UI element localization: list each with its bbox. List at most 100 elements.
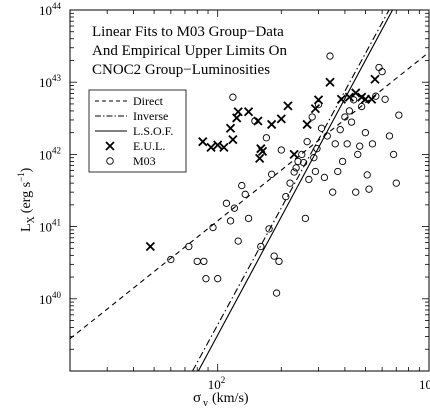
plot-frame	[69, 9, 430, 372]
data-point-m03	[395, 111, 403, 119]
data-point-m03	[329, 188, 337, 196]
y-axis-label-symbol: L	[19, 223, 34, 232]
data-point-m03	[323, 132, 331, 140]
legend-swatch-m03	[106, 157, 114, 165]
data-points	[145, 52, 403, 297]
data-point-m03	[354, 150, 362, 159]
data-point-m03	[257, 242, 265, 251]
data-point-m03	[320, 173, 329, 182]
data-point-eul	[228, 135, 238, 145]
title-line-2: And Empirical Upper Limits On	[92, 43, 287, 59]
y-axis-label-exponent: −1	[16, 172, 26, 182]
data-point-m03	[317, 124, 326, 132]
data-point-m03	[272, 289, 281, 297]
x-axis-label: σ v (km/s)	[193, 390, 249, 409]
data-point-m03	[357, 102, 366, 111]
data-point-eul	[276, 114, 286, 124]
fit-line-inverse	[192, 10, 390, 371]
title-line-1: Linear Fits to M03 Group−Data	[92, 24, 284, 40]
data-point-eul	[370, 74, 380, 84]
data-point-m03	[352, 188, 360, 196]
data-point-m03	[363, 171, 371, 179]
data-point-m03	[202, 275, 210, 283]
data-point-m03	[234, 237, 242, 245]
data-point-m03	[385, 132, 394, 140]
svg-text:LX(erg s−1): LX (erg s−1)	[16, 167, 37, 232]
data-point-eul	[198, 137, 208, 147]
legend: Direct Inverse L.S.O.F. E.U.L. M03	[88, 89, 187, 173]
data-point-m03	[392, 179, 400, 187]
y-tick-label: 1042	[39, 145, 61, 162]
data-point-eul	[213, 140, 223, 150]
data-point-eul	[302, 119, 312, 130]
data-point-m03	[338, 157, 347, 166]
title-line-3: CNOC2 Group−Luminosities	[92, 62, 270, 78]
data-point-eul	[344, 92, 355, 102]
data-point-m03	[185, 242, 193, 251]
data-point-m03	[356, 142, 364, 150]
data-point-m03	[290, 168, 298, 176]
data-point-m03	[277, 146, 285, 154]
axis-ticks: 102 103 1040 1041 1042 1043 1044	[39, 1, 430, 392]
data-point-m03	[193, 257, 201, 266]
data-point-eul	[310, 104, 321, 114]
data-point-eul	[225, 123, 236, 133]
legend-label-inverse: Inverse	[133, 109, 168, 123]
data-point-m03	[365, 185, 373, 193]
data-point-m03	[350, 96, 358, 104]
data-point-m03	[313, 145, 321, 153]
data-point-m03	[286, 179, 294, 187]
data-point-eul	[145, 241, 155, 252]
y-axis-label: LX (erg s−1)	[16, 167, 37, 232]
chart-title: Linear Fits to M03 Group−Data And Empiri…	[92, 24, 287, 78]
data-point-eul	[266, 119, 277, 130]
data-point-m03	[347, 118, 356, 126]
data-point-m03	[308, 113, 316, 121]
legend-label-direct: Direct	[133, 94, 164, 108]
data-point-eul	[325, 77, 335, 87]
legend-label-eul: E.U.L.	[133, 139, 165, 153]
data-point-m03	[368, 140, 377, 148]
data-point-m03	[214, 275, 222, 283]
data-point-m03	[251, 117, 259, 125]
data-point-m03	[238, 181, 246, 190]
data-point-m03	[226, 217, 235, 225]
y-axis-label-close: )	[19, 167, 34, 172]
data-point-eul	[243, 107, 254, 117]
data-point-m03	[270, 252, 278, 260]
data-point-m03	[326, 52, 334, 60]
x-tick-label: 103	[419, 375, 430, 392]
y-axis-label-subscript: X	[26, 215, 37, 223]
fit-line-lsof	[197, 10, 394, 371]
legend-swatch-eul	[105, 141, 115, 151]
data-point-m03	[241, 190, 249, 198]
data-point-m03	[200, 257, 208, 266]
data-point-m03	[341, 113, 349, 121]
data-point-m03	[282, 192, 290, 201]
x-axis-label-subscript: v	[203, 398, 208, 409]
data-point-eul	[336, 94, 347, 104]
data-point-m03	[331, 140, 339, 148]
data-point-m03	[378, 67, 386, 76]
fit-lines	[70, 10, 429, 371]
data-point-m03	[361, 129, 370, 137]
data-point-m03	[267, 170, 276, 178]
data-point-m03	[314, 100, 323, 109]
y-tick-label: 1040	[39, 290, 62, 307]
legend-label-lsof: L.S.O.F.	[133, 124, 173, 138]
data-point-m03	[345, 107, 354, 115]
data-point-m03	[265, 225, 273, 233]
data-point-m03	[244, 214, 253, 223]
data-point-m03	[334, 167, 342, 176]
data-point-eul	[206, 142, 216, 153]
data-point-m03	[229, 93, 237, 101]
data-point-m03	[292, 164, 300, 172]
data-point-m03	[389, 150, 398, 159]
x-axis-label-units: (km/s)	[212, 391, 249, 406]
y-tick-label: 1041	[39, 218, 61, 235]
data-point-m03	[167, 255, 175, 264]
x-axis-label-symbol: σ	[193, 390, 201, 406]
data-point-eul	[233, 107, 243, 117]
data-point-m03	[310, 154, 318, 162]
data-point-m03	[375, 63, 383, 72]
